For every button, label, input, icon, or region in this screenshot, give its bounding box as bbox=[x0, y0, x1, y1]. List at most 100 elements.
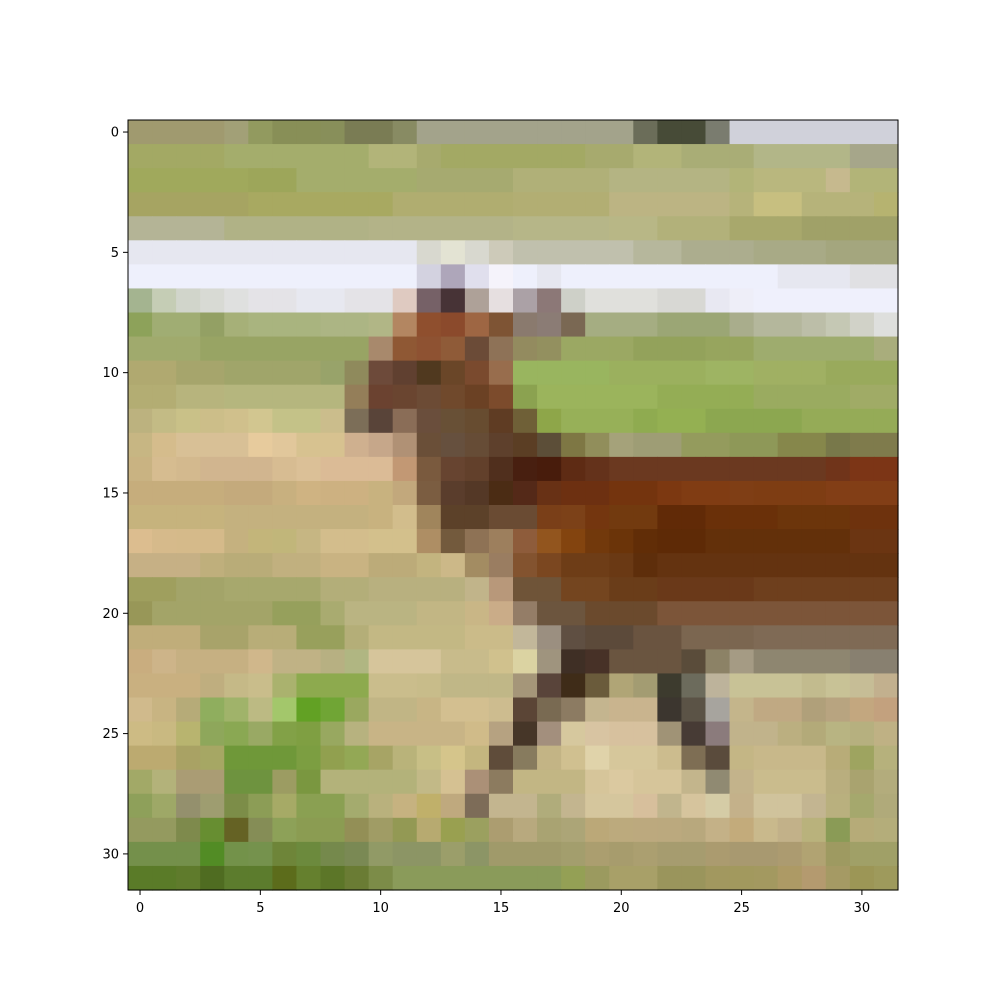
pixel-cell bbox=[753, 745, 779, 771]
pixel-cell bbox=[873, 240, 899, 265]
pixel-cell bbox=[801, 456, 827, 482]
pixel-cell bbox=[344, 120, 370, 145]
pixel-cell bbox=[753, 168, 779, 193]
pixel-cell bbox=[585, 769, 610, 795]
pixel-cell bbox=[128, 817, 153, 843]
pixel-cell bbox=[176, 336, 201, 362]
pixel-cell bbox=[296, 432, 322, 458]
pixel-cell bbox=[633, 168, 658, 193]
pixel-cell bbox=[849, 673, 875, 699]
pixel-cell bbox=[513, 120, 538, 145]
pixel-cell bbox=[801, 841, 827, 867]
pixel-cell bbox=[825, 769, 851, 795]
pixel-cell bbox=[729, 745, 755, 771]
pixel-cell bbox=[777, 865, 803, 891]
pixel-cell bbox=[272, 673, 298, 699]
pixel-cell bbox=[777, 505, 803, 530]
pixel-cell bbox=[200, 480, 225, 506]
pixel-cell bbox=[440, 529, 466, 554]
pixel-cell bbox=[681, 769, 707, 795]
pixel-cell bbox=[320, 216, 346, 241]
pixel-cell bbox=[224, 360, 249, 386]
pixel-cell bbox=[464, 168, 490, 193]
pixel-cell bbox=[681, 312, 707, 338]
pixel-cell bbox=[248, 216, 273, 241]
pixel-cell bbox=[224, 168, 249, 193]
pixel-cell bbox=[176, 817, 201, 843]
pixel-cell bbox=[224, 408, 249, 434]
pixel-cell bbox=[296, 529, 322, 554]
pixel-cell bbox=[224, 216, 249, 241]
pixel-cell bbox=[152, 673, 177, 699]
pixel-cell bbox=[561, 865, 586, 891]
pixel-cell bbox=[368, 408, 394, 434]
pixel-cell bbox=[849, 432, 875, 458]
pixel-cell bbox=[801, 625, 827, 650]
pixel-cell bbox=[609, 168, 634, 193]
pixel-cell bbox=[344, 216, 370, 241]
pixel-cell bbox=[681, 505, 707, 530]
pixel-cell bbox=[585, 216, 610, 241]
pixel-cell bbox=[272, 336, 298, 362]
pixel-cell bbox=[609, 865, 634, 891]
pixel-cell bbox=[440, 505, 466, 530]
pixel-cell bbox=[561, 168, 586, 193]
pixel-cell bbox=[248, 288, 273, 314]
pixel-cell bbox=[873, 769, 899, 795]
pixel-cell bbox=[537, 721, 562, 747]
pixel-cell bbox=[705, 529, 731, 554]
pixel-cell bbox=[200, 505, 225, 530]
pixel-cell bbox=[825, 601, 851, 626]
pixel-cell bbox=[248, 745, 273, 771]
pixel-cell bbox=[224, 649, 249, 675]
pixel-cell bbox=[272, 505, 298, 530]
pixel-cell bbox=[224, 264, 249, 290]
pixel-cell bbox=[416, 625, 442, 650]
pixel-cell bbox=[729, 336, 755, 362]
pixel-cell bbox=[128, 384, 153, 410]
pixel-cell bbox=[561, 336, 586, 362]
pixel-cell bbox=[320, 360, 346, 386]
pixel-cell bbox=[705, 577, 731, 602]
pixel-cell bbox=[753, 456, 779, 482]
pixel-cell bbox=[296, 408, 322, 434]
pixel-cell bbox=[537, 553, 562, 578]
pixel-cell bbox=[633, 264, 658, 290]
pixel-cell bbox=[464, 120, 490, 145]
pixel-cell bbox=[128, 673, 153, 699]
pixel-cell bbox=[801, 192, 827, 217]
pixel-cell bbox=[753, 384, 779, 410]
pixel-cell bbox=[368, 601, 394, 626]
pixel-cell bbox=[585, 673, 610, 699]
pixel-cell bbox=[272, 721, 298, 747]
pixel-cell bbox=[729, 577, 755, 602]
pixel-cell bbox=[585, 480, 610, 506]
pixel-cell bbox=[609, 697, 634, 723]
pixel-cell bbox=[296, 192, 322, 217]
pixel-cell bbox=[729, 865, 755, 891]
pixel-cell bbox=[416, 144, 442, 169]
pixel-cell bbox=[440, 553, 466, 578]
pixel-cell bbox=[825, 529, 851, 554]
pixel-cell bbox=[801, 577, 827, 602]
pixel-cell bbox=[513, 793, 538, 819]
pixel-cell bbox=[585, 553, 610, 578]
pixel-cell bbox=[224, 577, 249, 602]
pixel-cell bbox=[200, 408, 225, 434]
pixel-cell bbox=[176, 649, 201, 675]
pixel-cell bbox=[416, 120, 442, 145]
y-tick-label: 5 bbox=[111, 246, 119, 261]
pixel-cell bbox=[368, 144, 394, 169]
pixel-cell bbox=[320, 456, 346, 482]
pixel-cell bbox=[537, 529, 562, 554]
pixel-cell bbox=[633, 841, 658, 867]
pixel-cell bbox=[825, 312, 851, 338]
pixel-cell bbox=[320, 384, 346, 410]
x-tick-label: 5 bbox=[256, 901, 264, 916]
pixel-cell bbox=[128, 553, 153, 578]
pixel-cell bbox=[296, 384, 322, 410]
pixel-cell bbox=[392, 480, 418, 506]
pixel-cell bbox=[464, 216, 490, 241]
pixel-cell bbox=[657, 769, 683, 795]
pixel-cell bbox=[416, 336, 442, 362]
